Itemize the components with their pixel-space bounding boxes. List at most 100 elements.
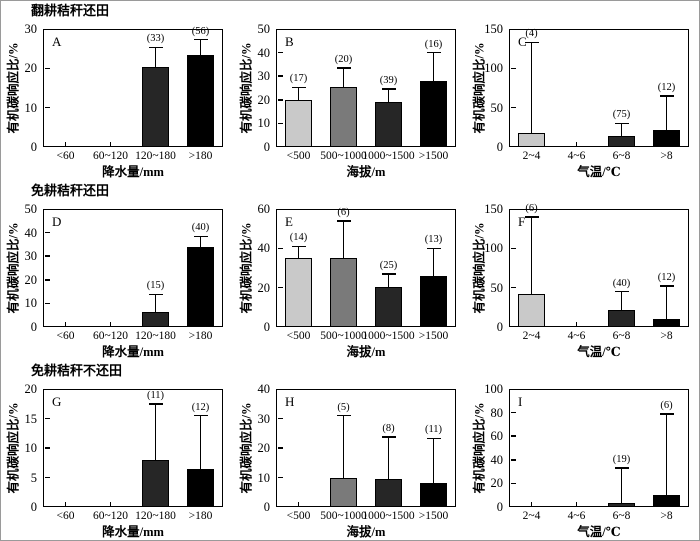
error-bar-cap	[524, 41, 539, 44]
panel-letter: F	[518, 214, 526, 229]
error-bar-line	[620, 468, 623, 503]
y-tick-mark	[44, 417, 50, 420]
y-tick-label: 20	[24, 272, 38, 287]
y-tick-label: 30	[24, 249, 38, 264]
y-tick-mark	[510, 411, 516, 414]
plot-area	[276, 389, 456, 507]
error-bar-line	[665, 413, 668, 496]
y-tick-label: 80	[490, 405, 504, 420]
x-tick-mark	[109, 141, 112, 146]
y-tick-label: 40	[257, 45, 271, 60]
error-bar-line	[387, 273, 390, 288]
chart-panel-G: G 有机碳响应比/% 0 5 10 15 20 <60 60~120 120~180 (11) >18…	[1, 381, 234, 540]
chart-panel-B: B 有机碳响应比/% 0 10 20 30 40 50 <500 (17) 500~1000 (20)…	[234, 21, 467, 181]
x-tick-label: 60~120	[93, 510, 128, 522]
x-axis-label: 海拔/m	[346, 525, 386, 539]
panel-letter: D	[52, 214, 62, 229]
y-tick-mark	[44, 447, 50, 449]
y-tick-label: 5	[30, 470, 37, 485]
sample-count-label: (40)	[191, 222, 210, 234]
y-tick-mark	[44, 255, 50, 257]
error-bar-line	[297, 87, 300, 100]
x-axis-label: 降水量/mm	[102, 525, 164, 539]
y-tick-mark	[510, 286, 516, 289]
y-tick-label: 0	[30, 140, 37, 154]
x-tick-mark	[575, 501, 578, 506]
bar	[142, 459, 169, 507]
x-tick-mark	[575, 141, 578, 146]
y-tick-mark	[44, 231, 50, 234]
x-tick-label: 120~180	[135, 150, 176, 162]
plot-area	[509, 29, 689, 147]
y-tick-label: 20	[24, 61, 38, 76]
bar	[653, 319, 680, 327]
x-axis-label: 海拔/m	[346, 165, 386, 179]
y-tick-label: 30	[24, 22, 38, 36]
y-tick-label: 150	[484, 22, 503, 36]
panel-letter: C	[518, 34, 527, 49]
y-tick-label: 20	[257, 280, 271, 295]
y-tick-label: 0	[496, 320, 503, 334]
sample-count-label: (12)	[191, 401, 210, 413]
x-tick-label: >1500	[418, 330, 449, 342]
x-tick-label: <500	[286, 510, 311, 522]
sample-count-label: (5)	[337, 401, 350, 413]
error-bar-line	[432, 438, 435, 484]
y-tick-label: 20	[257, 92, 271, 107]
error-bar-line	[665, 286, 668, 320]
y-tick-mark	[277, 122, 283, 125]
row-title: 翻耕秸秆还田	[31, 3, 110, 18]
bar	[518, 293, 545, 327]
bar	[285, 99, 312, 147]
y-axis-label: 有机碳响应比/%	[472, 222, 487, 314]
sample-count-label: (40)	[612, 277, 631, 289]
chart-row-2: 免耕秸秆不还田 G 有机碳响应比/% 0 5 10 15 20 <60 60~120 120~180…	[1, 361, 699, 540]
y-tick-label: 100	[484, 241, 503, 256]
x-tick-mark	[297, 501, 300, 506]
y-tick-label: 40	[257, 382, 271, 396]
error-bar-cap	[426, 247, 441, 250]
y-tick-mark	[277, 247, 283, 250]
y-tick-label: 50	[490, 100, 504, 115]
y-tick-mark	[510, 435, 516, 437]
y-tick-mark	[510, 459, 516, 461]
x-tick-label: 6~8	[612, 330, 631, 342]
bar	[142, 67, 169, 147]
y-tick-label: 40	[490, 452, 504, 467]
bar	[420, 81, 447, 147]
chart-row-1: 免耕秸秆还田 D 有机碳响应比/% 0 10 20 30 40 50 <60 60~120 120~1…	[1, 181, 699, 361]
x-tick-label: >8	[660, 330, 673, 342]
x-tick-label: 120~180	[135, 510, 176, 522]
row-title: 免耕秸秆不还田	[31, 363, 123, 378]
x-tick-label: >8	[660, 150, 673, 162]
error-bar-line	[620, 291, 623, 311]
x-tick-label: <60	[56, 330, 75, 342]
y-tick-label: 10	[24, 296, 38, 311]
bar	[330, 86, 357, 147]
bar	[187, 247, 214, 327]
x-tick-label: 500~1000	[320, 150, 367, 162]
sample-count-label: (4)	[525, 28, 538, 40]
x-tick-mark	[64, 141, 67, 146]
error-bar-cap	[614, 290, 629, 293]
sample-count-label: (17)	[289, 73, 308, 85]
y-tick-label: 50	[24, 202, 38, 216]
x-tick-mark	[530, 501, 533, 506]
y-tick-label: 10	[257, 470, 271, 485]
panel-letter: G	[52, 394, 62, 409]
y-tick-label: 0	[30, 500, 37, 514]
sample-count-label: (12)	[657, 272, 676, 284]
chart-panel-F: F 有机碳响应比/% 0 50 100 150 2~4 (6) 4~6 6~8 (40) >8 (12)…	[467, 201, 699, 361]
x-tick-label: >180	[188, 150, 213, 162]
y-tick-mark	[44, 302, 50, 305]
x-tick-label: 2~4	[522, 330, 541, 342]
error-bar-line	[620, 123, 623, 136]
error-bar-cap	[148, 293, 163, 296]
sample-count-label: (14)	[289, 232, 308, 244]
y-tick-mark	[277, 51, 283, 54]
x-axis-label: 海拔/m	[346, 345, 386, 359]
error-bar-line	[665, 95, 668, 131]
panel-letter: A	[52, 34, 62, 49]
y-tick-label: 10	[24, 441, 38, 455]
bar	[375, 479, 402, 507]
